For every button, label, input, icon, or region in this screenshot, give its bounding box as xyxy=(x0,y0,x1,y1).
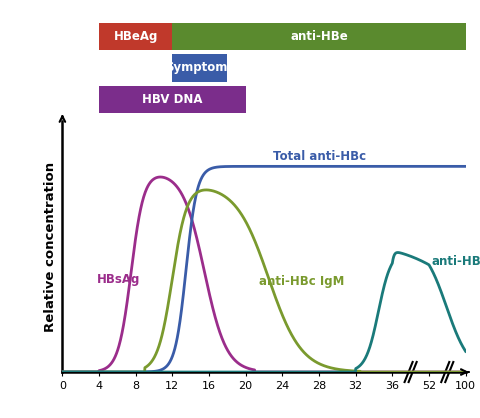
Text: Total anti-HBc: Total anti-HBc xyxy=(273,150,366,163)
Text: anti-HBe: anti-HBe xyxy=(290,30,348,43)
Text: HBV DNA: HBV DNA xyxy=(142,93,203,106)
Y-axis label: Relative concentration: Relative concentration xyxy=(44,162,57,331)
Text: HBeAg: HBeAg xyxy=(114,30,158,43)
Text: HBsAg: HBsAg xyxy=(97,273,141,286)
Text: Symptoms: Symptoms xyxy=(165,61,235,74)
Text: anti-HBc IgM: anti-HBc IgM xyxy=(259,275,345,288)
Text: anti-HBs: anti-HBs xyxy=(431,255,480,268)
